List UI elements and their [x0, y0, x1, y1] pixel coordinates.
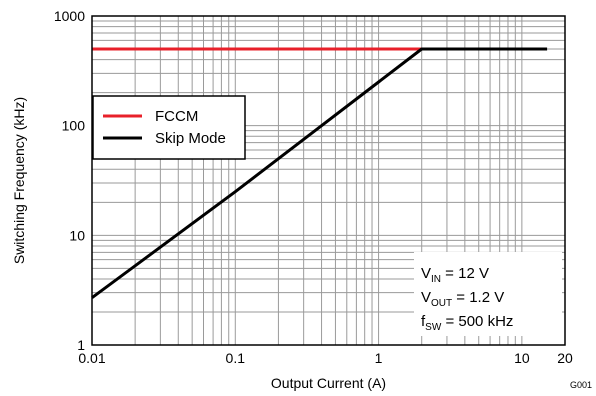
y-tick-labels: 1 10 100 1000: [54, 8, 85, 353]
annotation-vin: VIN = 12 V: [421, 265, 489, 285]
annotation-vout-symbol: V: [421, 289, 431, 306]
legend-box: [92, 95, 246, 160]
annotation-fsw-subscript: SW: [425, 322, 442, 333]
annotation-vin-symbol: V: [421, 265, 431, 282]
y-tick-label: 100: [62, 118, 86, 134]
x-axis-label: Output Current (A): [271, 375, 386, 391]
legend-label-skip-mode: Skip Mode: [155, 130, 226, 147]
annotation-vout-value: = 1.2 V: [452, 289, 504, 306]
annotation-vout-subscript: OUT: [431, 298, 452, 309]
annotation-vin-value: = 12 V: [441, 265, 489, 282]
conditions-annotation: VIN = 12 V VOUT = 1.2 V fSW = 500 kHz: [414, 252, 562, 336]
figure-id: G001: [570, 380, 592, 390]
legend: FCCM Skip Mode: [92, 95, 246, 160]
series-lines: [91, 47, 548, 299]
x-tick-labels: 0.01 0.1 1 10 20: [78, 350, 573, 366]
x-tick-label: 0.01: [78, 350, 105, 366]
x-tick-label: 20: [557, 350, 573, 366]
legend-label-fccm: FCCM: [155, 108, 198, 125]
annotation-background: [414, 252, 562, 336]
y-tick-label: 1000: [54, 8, 85, 24]
annotation-fsw: fSW = 500 kHz: [421, 313, 513, 333]
annotation-vin-subscript: IN: [431, 274, 441, 285]
annotation-vout: VOUT = 1.2 V: [421, 289, 504, 309]
x-tick-label: 10: [514, 350, 530, 366]
series-line-skip-mode: [91, 47, 548, 299]
annotation-fsw-symbol: f: [421, 313, 426, 330]
x-tick-label: 1: [375, 350, 383, 366]
x-tick-label: 0.1: [226, 350, 246, 366]
annotation-fsw-value: = 500 kHz: [441, 313, 513, 330]
y-tick-label: 1: [77, 337, 85, 353]
y-axis-label: Switching Frequency (kHz): [11, 97, 27, 264]
plot-frame: [91, 15, 566, 346]
y-tick-label: 10: [69, 227, 85, 243]
